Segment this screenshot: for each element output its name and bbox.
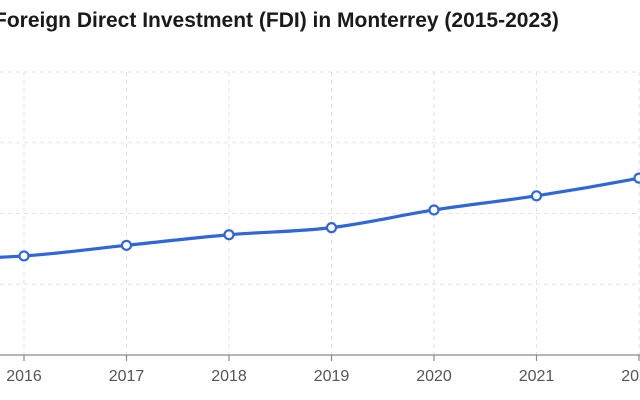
data-point-2016 xyxy=(18,250,30,262)
data-point-2022 xyxy=(633,172,640,184)
chart-title: Foreign Direct Investment (FDI) in Monte… xyxy=(0,9,559,32)
x-tick-label: 2017 xyxy=(109,368,145,385)
x-tick-label: 2022 xyxy=(621,368,640,385)
data-point-2020 xyxy=(428,204,440,216)
series-fdi xyxy=(0,172,640,262)
series-line xyxy=(0,176,640,259)
grid xyxy=(0,71,640,355)
x-tick-label: 2021 xyxy=(519,368,555,385)
x-tick-label: 2019 xyxy=(314,368,350,385)
x-tick-label: 2016 xyxy=(6,368,42,385)
data-point-2021 xyxy=(530,190,543,202)
x-axis: 2016 2017 2018 2019 2020 2021 2022 xyxy=(0,354,640,385)
x-tick-label: 2020 xyxy=(416,368,452,385)
data-point-2019 xyxy=(325,222,338,234)
data-point-2017 xyxy=(120,239,133,251)
x-tick-label: 2018 xyxy=(211,368,247,385)
data-point-2018 xyxy=(223,229,235,241)
